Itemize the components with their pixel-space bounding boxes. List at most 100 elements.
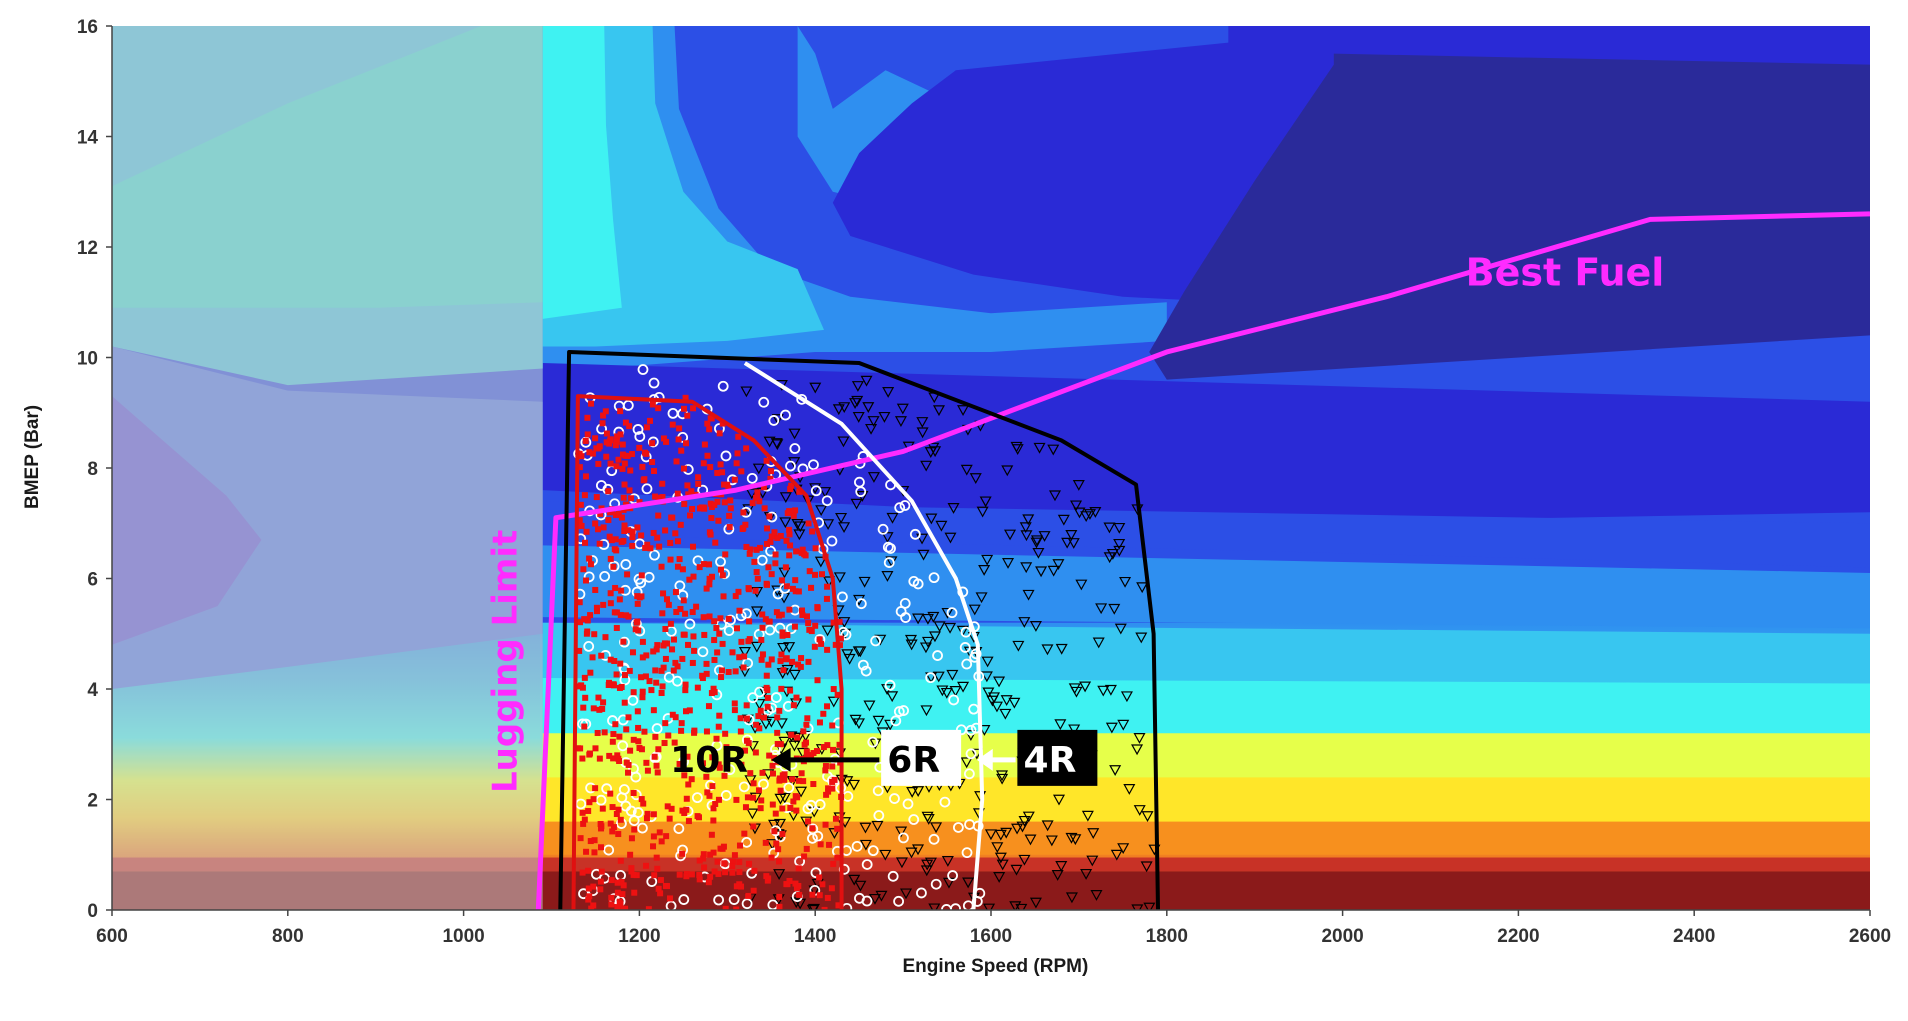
scatter-point-10r [617, 431, 624, 438]
scatter-point-10r [765, 564, 772, 571]
scatter-point-10r [658, 667, 665, 674]
best-fuel-label: Best Fuel [1466, 251, 1665, 295]
scatter-point-4r [999, 708, 1012, 720]
scatter-point-10r [621, 522, 628, 529]
scatter-point-4r [841, 776, 854, 787]
scatter-point-10r [776, 707, 783, 714]
scatter-point-10r [805, 620, 812, 627]
scatter-point-10r [809, 825, 816, 832]
scatter-point-10r [743, 445, 750, 452]
scatter-point-6r [622, 399, 634, 411]
scatter-point-6r [887, 870, 899, 882]
scatter-point-4r [916, 427, 929, 439]
scatter-point-10r [837, 635, 844, 642]
scatter-point-10r [616, 733, 623, 740]
scatter-point-10r [746, 618, 753, 625]
scatter-point-10r [767, 468, 774, 475]
scatter-point-10r [763, 540, 770, 547]
scatter-point-10r [700, 460, 707, 467]
scatter-point-10r [661, 640, 668, 647]
scatter-point-4r [929, 446, 942, 458]
scatter-point-10r [707, 500, 714, 507]
scatter-point-10r [654, 865, 661, 872]
scatter-point-6r [900, 612, 911, 623]
scatter-point-10r [667, 539, 674, 546]
series-line-6r [743, 361, 985, 910]
scatter-point-10r [824, 646, 831, 653]
scatter-point-10r [628, 495, 635, 502]
scatter-point-10r [600, 699, 607, 706]
scatter-point-10r [602, 634, 609, 641]
scatter-point-10r [719, 469, 726, 476]
scatter-point-10r [615, 831, 622, 838]
4r-label-box [1017, 729, 1098, 786]
scatter-point-10r [700, 855, 707, 862]
scatter-point-10r [682, 681, 689, 688]
scatter-point-4r [895, 826, 908, 838]
scatter-point-10r [806, 568, 813, 575]
scatter-point-6r [697, 646, 709, 658]
scatter-point-10r [814, 604, 821, 611]
scatter-point-10r [789, 658, 796, 665]
scatter-point-10r [787, 542, 794, 549]
scatter-point-10r [795, 661, 802, 668]
scatter-point-10r [583, 528, 590, 535]
scatter-point-10r [598, 825, 605, 832]
scatter-point-4r [788, 669, 801, 681]
scatter-point-6r [854, 476, 865, 488]
scatter-point-4r [770, 438, 783, 449]
scatter-point-4r [960, 757, 973, 769]
scatter-point-10r [817, 841, 824, 848]
scatter-point-10r [768, 571, 775, 578]
scatter-point-10r [750, 780, 757, 787]
scatter-point-10r [590, 883, 597, 890]
scatter-point-6r [673, 823, 685, 834]
scatter-point-10r [613, 811, 620, 818]
scatter-point-4r [927, 611, 940, 623]
scatter-point-10r [763, 684, 770, 691]
scatter-point-10r [711, 689, 718, 696]
scatter-point-10r [639, 463, 646, 470]
scatter-point-10r [824, 583, 831, 590]
scatter-point-10r [638, 674, 645, 681]
scatter-point-10r [810, 750, 817, 757]
scatter-point-6r [632, 424, 644, 435]
scatter-point-10r [750, 794, 757, 801]
scatter-point-10r [700, 851, 707, 858]
scatter-point-4r [1087, 828, 1100, 840]
scatter-point-10r [716, 764, 723, 771]
scatter-point-10r [830, 746, 837, 753]
scatter-point-4r [740, 386, 753, 398]
scatter-point-10r [790, 798, 797, 805]
scatter-point-10r [736, 859, 743, 866]
scatter-point-10r [578, 522, 585, 529]
scatter-point-4r [1048, 490, 1062, 502]
scatter-point-10r [724, 481, 731, 488]
scatter-point-10r [779, 632, 786, 639]
scatter-point-10r [787, 804, 794, 811]
scatter-point-10r [583, 848, 590, 855]
scatter-point-10r [644, 767, 651, 774]
scatter-point-6r [826, 535, 838, 547]
scatter-point-10r [579, 755, 586, 762]
scatter-point-10r [784, 631, 791, 638]
scatter-point-10r [688, 488, 695, 495]
scatter-point-10r [711, 637, 718, 644]
scatter-point-4r [841, 649, 854, 661]
scatter-point-10r [683, 708, 690, 715]
scatter-point-10r [805, 658, 812, 665]
scatter-point-10r [792, 880, 799, 887]
scatter-point-10r [655, 494, 662, 501]
contour-band [542, 501, 1870, 568]
scatter-point-4r [1083, 509, 1096, 520]
scatter-point-4r [930, 822, 943, 834]
scatter-point-10r [666, 815, 673, 822]
scatter-point-10r [597, 878, 604, 885]
scatter-point-10r [757, 707, 764, 714]
scatter-point-10r [694, 813, 701, 820]
scatter-point-10r [612, 721, 619, 728]
scatter-point-6r [758, 778, 769, 790]
scatter-point-4r [763, 436, 776, 448]
scatter-point-10r [598, 844, 605, 851]
scatter-point-10r [576, 647, 583, 654]
